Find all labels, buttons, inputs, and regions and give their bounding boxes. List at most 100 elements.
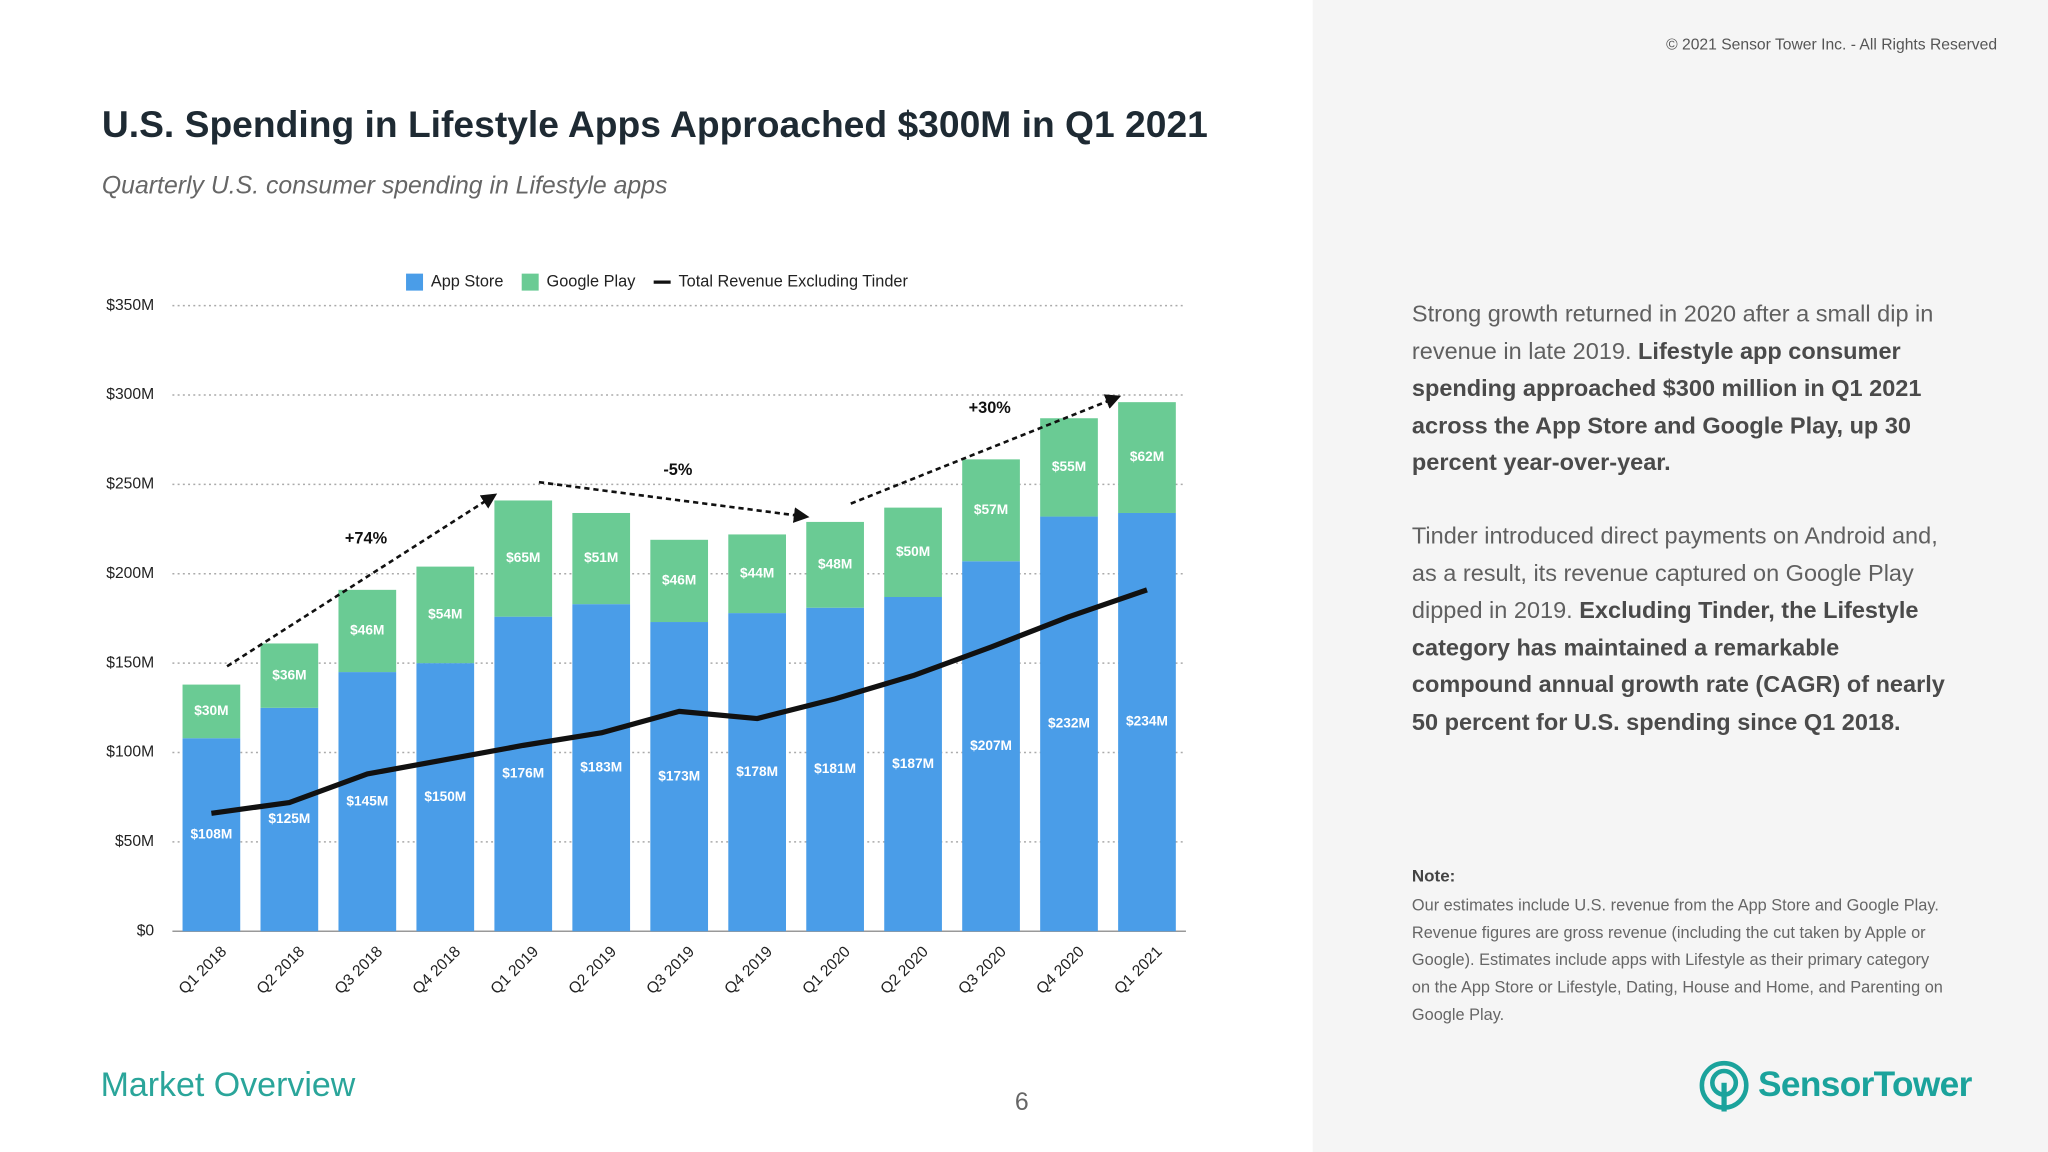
legend-label: Total Revenue Excluding Tinder: [678, 272, 908, 290]
annotation-arrow: [538, 480, 810, 523]
x-tick-label: Q3 2018: [332, 943, 387, 998]
bar: [884, 507, 942, 597]
copyright: © 2021 Sensor Tower Inc. - All Rights Re…: [1666, 35, 1998, 54]
value-label: $176M: [502, 766, 544, 781]
annotation: +30%: [969, 399, 1012, 417]
bar: [182, 684, 241, 739]
x-tick-label: Q3 2020: [955, 943, 1010, 998]
bar: [1118, 512, 1176, 932]
bar: [416, 566, 475, 664]
bar: [1040, 418, 1098, 517]
annotation-arrow: [850, 394, 1122, 505]
bar: [572, 604, 631, 932]
y-tick-label: $350M: [106, 297, 154, 314]
bar: [806, 607, 864, 932]
text-run: Lifestyle app consumer spending approach…: [1411, 337, 1922, 476]
bar: [494, 616, 553, 932]
value-label: $207M: [970, 738, 1012, 753]
value-label: $62M: [1130, 449, 1164, 464]
value-label: $46M: [350, 623, 384, 638]
value-label: $187M: [892, 756, 934, 771]
value-label: $65M: [506, 550, 540, 565]
note-heading: Note:: [1411, 865, 1456, 886]
bar: [962, 561, 1020, 932]
x-tick-label: Q1 2021: [1111, 943, 1166, 998]
value-label: $54M: [428, 606, 462, 621]
bar: [728, 613, 786, 932]
bar: [416, 663, 475, 932]
x-tick-label: Q4 2018: [410, 943, 465, 998]
value-label: $234M: [1126, 714, 1168, 729]
y-tick-label: $50M: [115, 833, 154, 850]
legend-label: Google Play: [547, 272, 637, 290]
value-label: $46M: [662, 573, 696, 588]
value-label: $50M: [896, 544, 930, 559]
value-label: $150M: [424, 789, 466, 804]
bar: [728, 534, 786, 614]
value-label: $145M: [346, 793, 388, 808]
x-tick-label: Q2 2019: [566, 943, 621, 998]
side-panel: [1312, 0, 2048, 1152]
bar: [260, 643, 319, 708]
value-label: $55M: [1052, 459, 1086, 474]
y-tick-label: $200M: [106, 565, 154, 582]
bar: [1040, 516, 1098, 932]
value-label: $51M: [584, 550, 618, 565]
x-tick-label: Q3 2019: [643, 943, 698, 998]
bar: [650, 622, 709, 932]
bar: [494, 500, 553, 617]
chart: $0 $50M $100M $150M $200M $250M $300M $350M Q1 2…: [106, 272, 1186, 998]
annotation: -5%: [663, 461, 693, 479]
bar: [182, 738, 241, 932]
note: Our estimates include U.S. revenue from …: [1411, 895, 1943, 1024]
annotation-arrow: [226, 493, 498, 668]
value-label: $232M: [1048, 716, 1090, 731]
y-tick-label: $300M: [106, 386, 154, 403]
chart-subtitle: Quarterly U.S. consumer spending in Life…: [101, 172, 668, 200]
text-run: Excluding Tinder, the Lifestyle category…: [1411, 596, 1945, 735]
bar: [338, 589, 397, 673]
paragraph: Tinder introduced direct payments on And…: [1412, 517, 1961, 740]
bar: [962, 459, 1020, 562]
y-tick-label: $100M: [106, 744, 154, 761]
x-tick-label: Q2 2018: [254, 943, 309, 998]
value-label: $183M: [580, 759, 622, 774]
logo-icon: [1699, 1060, 1749, 1112]
value-label: $44M: [740, 565, 774, 580]
bar: [650, 539, 709, 623]
legend-label: App Store: [431, 272, 504, 290]
text-run: Strong growth returned in 2020 after a s…: [1411, 300, 1934, 364]
bar: [338, 672, 397, 932]
value-label: $108M: [190, 826, 232, 841]
legend-swatch: [521, 273, 539, 291]
page-number: 6: [1014, 1089, 1029, 1117]
value-label: $178M: [736, 764, 778, 779]
x-tick-label: Q1 2020: [799, 943, 854, 998]
legend: App Store Google Play Total Revenue Exclud…: [406, 272, 908, 291]
value-label: $173M: [658, 768, 700, 783]
value-label: $57M: [974, 502, 1008, 517]
bar: [572, 512, 631, 605]
bar: [260, 707, 319, 932]
line: [211, 587, 1148, 816]
x-tick-label: Q1 2019: [488, 943, 543, 998]
logo: SensorTower: [1698, 1059, 1972, 1123]
x-tick-label: Q1 2018: [176, 943, 231, 998]
y-tick-label: $0: [137, 922, 155, 939]
annotation: +74%: [345, 529, 388, 547]
legend-swatch: [406, 273, 424, 291]
x-tick-label: Q4 2019: [721, 943, 776, 998]
chart-title: U.S. Spending in Lifestyle Apps Approach…: [101, 104, 1208, 147]
value-label: $125M: [268, 811, 310, 826]
value-label: $30M: [194, 703, 228, 718]
value-label: $181M: [814, 761, 856, 776]
paragraph: Strong growth returned in 2020 after a s…: [1412, 295, 1961, 481]
y-tick-label: $150M: [106, 654, 154, 671]
logo-text: SensorTower: [1758, 1064, 1972, 1104]
y-tick-label: $250M: [106, 476, 154, 493]
bar: [806, 521, 864, 608]
section-name: Market Overview: [100, 1064, 356, 1104]
value-label: $48M: [818, 556, 852, 571]
